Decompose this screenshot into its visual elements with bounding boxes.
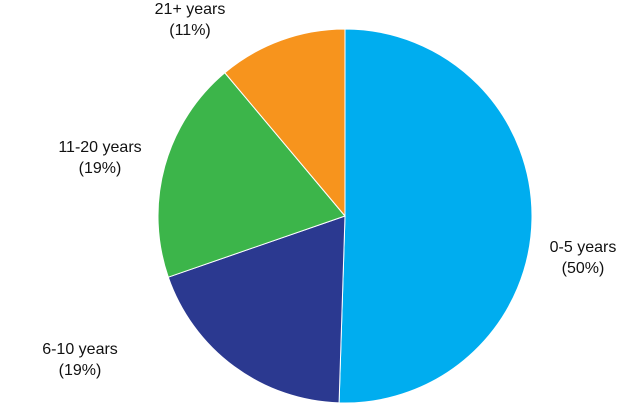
slice-value-label: (50%) [562, 260, 605, 277]
pie-slice [157, 72, 346, 278]
slice-value-label: (19%) [59, 362, 102, 379]
pie-slice [338, 28, 533, 404]
slice-label: 6-10 years [42, 341, 118, 358]
slice-label: 21+ years [155, 1, 226, 18]
slice-value-label: (11%) [169, 22, 211, 39]
pie-slice [224, 28, 346, 218]
slice-label: 11-20 years [58, 139, 141, 156]
slice-label: 0-5 years [550, 239, 617, 256]
pie-slice [167, 215, 346, 404]
slice-value-label: (19%) [79, 160, 122, 177]
